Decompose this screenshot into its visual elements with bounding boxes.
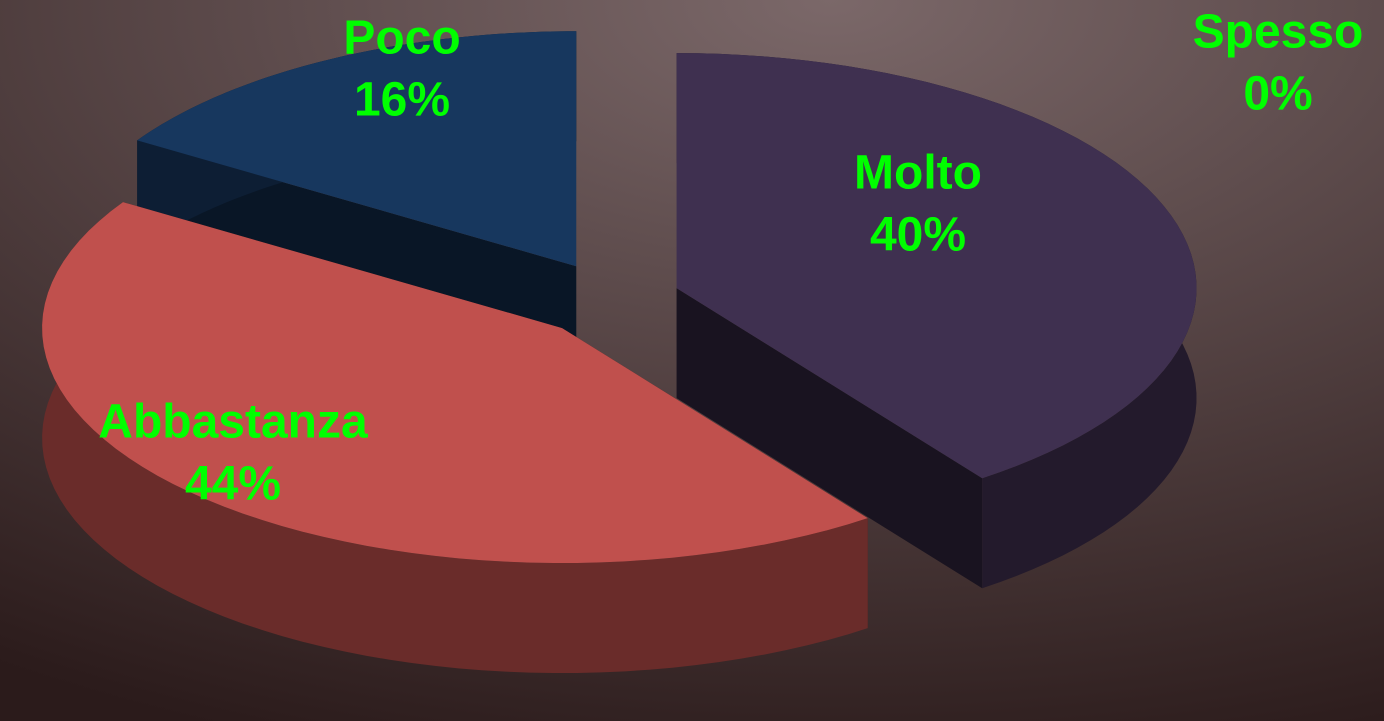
slice-value-label: 0% (1243, 68, 1312, 121)
slice-label: Abbastanza (98, 396, 368, 449)
slice-value-label: 16% (354, 74, 450, 127)
slice-wall (42, 202, 868, 674)
slice-label: Spesso (1193, 6, 1364, 59)
slice-value-label: 44% (185, 458, 281, 511)
slice-label: Molto (854, 147, 982, 200)
slice-side (676, 288, 983, 589)
slice (137, 31, 577, 267)
slice (42, 202, 868, 564)
slice (676, 53, 1197, 479)
slice-value-label: 40% (870, 209, 966, 262)
slice-label: Poco (343, 12, 460, 65)
